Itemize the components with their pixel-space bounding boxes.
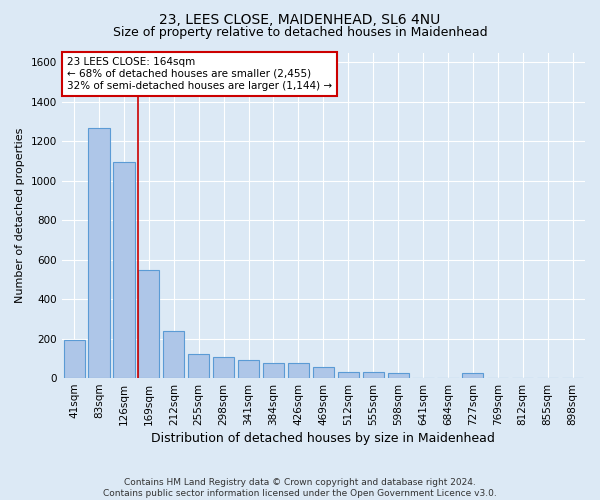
Bar <box>238 360 259 378</box>
Bar <box>263 362 284 378</box>
Text: Contains HM Land Registry data © Crown copyright and database right 2024.
Contai: Contains HM Land Registry data © Crown c… <box>103 478 497 498</box>
Bar <box>313 367 334 378</box>
Bar <box>288 362 309 378</box>
Bar <box>163 330 184 378</box>
Bar <box>88 128 110 378</box>
Y-axis label: Number of detached properties: Number of detached properties <box>15 128 25 303</box>
Bar <box>462 372 484 378</box>
Bar <box>388 372 409 378</box>
Text: 23, LEES CLOSE, MAIDENHEAD, SL6 4NU: 23, LEES CLOSE, MAIDENHEAD, SL6 4NU <box>160 12 440 26</box>
X-axis label: Distribution of detached houses by size in Maidenhead: Distribution of detached houses by size … <box>151 432 495 445</box>
Bar <box>188 354 209 378</box>
Bar <box>138 270 160 378</box>
Text: 23 LEES CLOSE: 164sqm
← 68% of detached houses are smaller (2,455)
32% of semi-d: 23 LEES CLOSE: 164sqm ← 68% of detached … <box>67 58 332 90</box>
Bar <box>213 357 234 378</box>
Bar <box>64 340 85 378</box>
Bar <box>362 372 384 378</box>
Text: Size of property relative to detached houses in Maidenhead: Size of property relative to detached ho… <box>113 26 487 39</box>
Bar <box>113 162 134 378</box>
Bar <box>338 372 359 378</box>
